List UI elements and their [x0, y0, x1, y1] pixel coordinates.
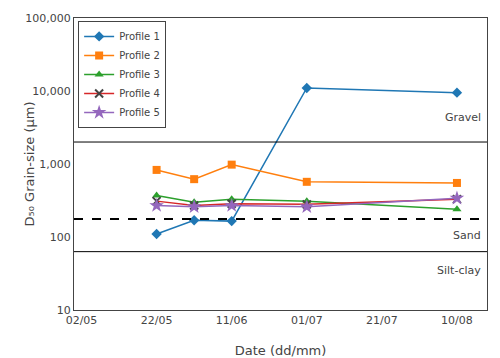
svg-text:Profile 1: Profile 1 [119, 31, 160, 42]
svg-text:10/08: 10/08 [441, 314, 473, 327]
svg-text:Sand: Sand [453, 229, 481, 242]
svg-text:D₅₀ Grain-size (μm): D₅₀ Grain-size (μm) [22, 102, 37, 227]
svg-text:Date (dd/mm): Date (dd/mm) [235, 343, 327, 358]
svg-text:Profile 5: Profile 5 [119, 107, 160, 118]
svg-text:100,000: 100,000 [25, 12, 71, 25]
svg-text:1,000: 1,000 [39, 158, 71, 171]
svg-text:Silt-clay: Silt-clay [437, 264, 481, 277]
svg-text:Profile 4: Profile 4 [119, 88, 160, 99]
svg-text:10,000: 10,000 [32, 85, 71, 98]
svg-text:02/05: 02/05 [66, 314, 98, 327]
svg-text:22/05: 22/05 [141, 314, 173, 327]
svg-text:100: 100 [50, 231, 71, 244]
svg-text:Profile 2: Profile 2 [119, 50, 160, 61]
svg-text:11/06: 11/06 [216, 314, 248, 327]
svg-text:10: 10 [57, 304, 71, 317]
svg-text:01/07: 01/07 [291, 314, 323, 327]
svg-text:Gravel: Gravel [445, 111, 481, 124]
svg-text:21/07: 21/07 [366, 314, 398, 327]
svg-text:Profile 3: Profile 3 [119, 69, 160, 80]
